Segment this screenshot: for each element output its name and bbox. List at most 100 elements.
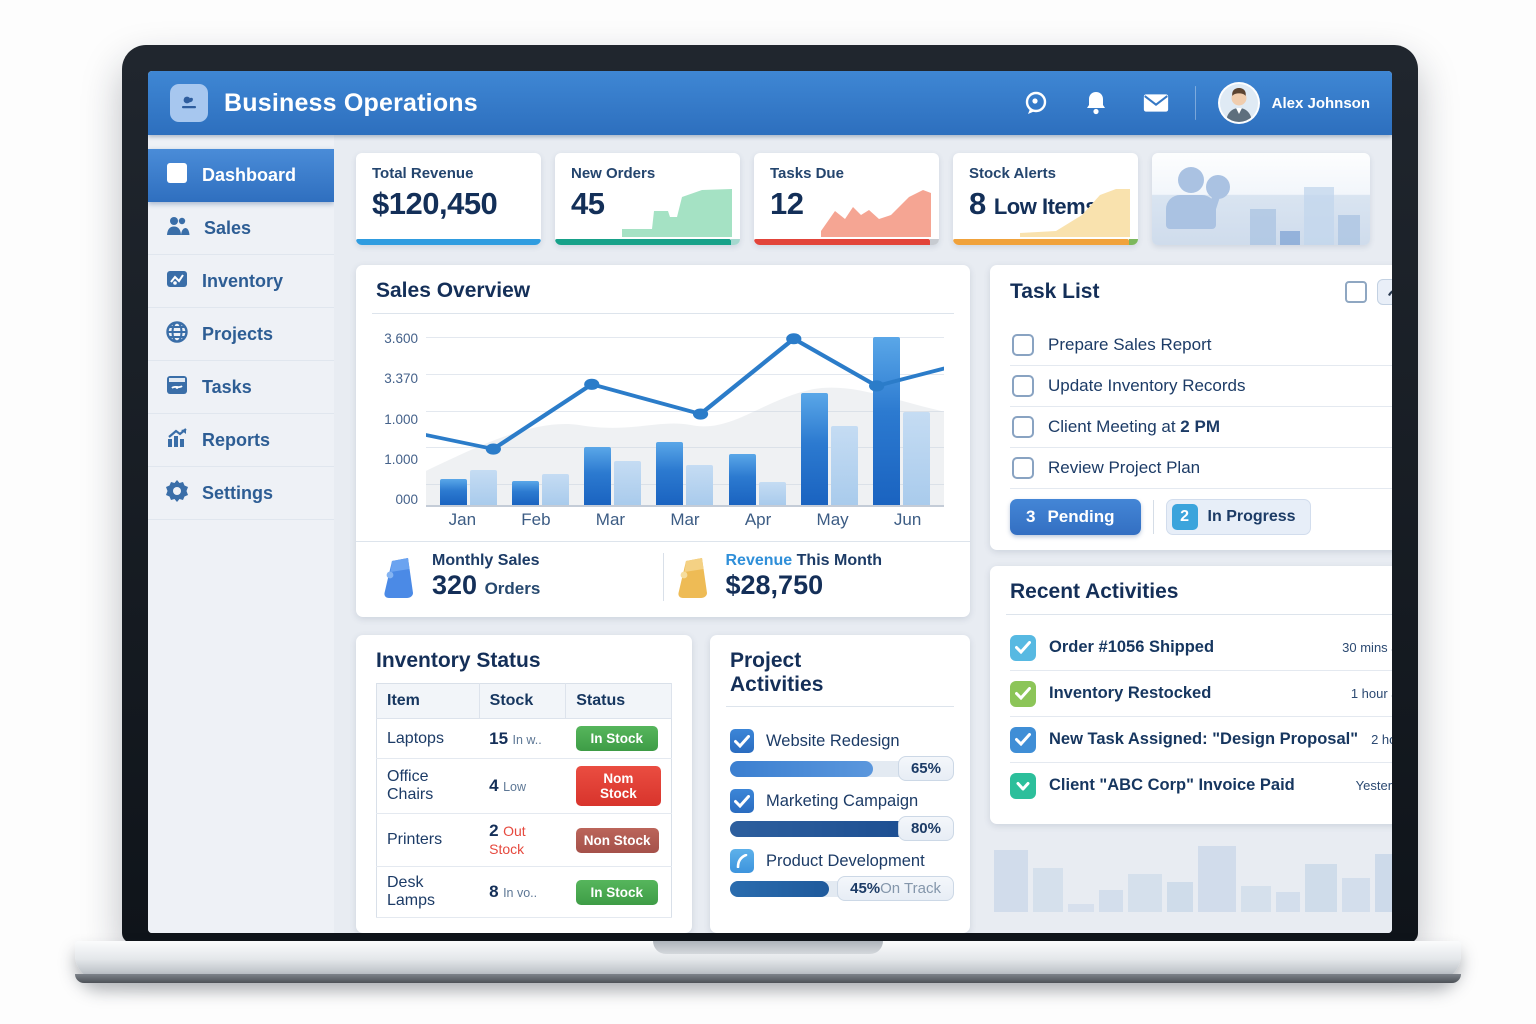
gridline [426, 484, 944, 485]
stat-card-total-revenue[interactable]: Total Revenue $120,450 [356, 153, 541, 245]
sidebar-item-label: Projects [202, 323, 274, 344]
sidebar-item-settings[interactable]: Settings [148, 467, 334, 520]
item-cell: Office Chairs [376, 758, 480, 814]
sidebar-item-label: Tasks [202, 376, 252, 397]
bar-light [469, 470, 497, 505]
y-tick-label: 1.000 [384, 451, 418, 467]
header-icons [1023, 90, 1169, 116]
screen: Business Operations Alex Johnson Dashbo [148, 71, 1392, 933]
pen-icon [1387, 290, 1392, 296]
activity-text: Client "ABC Corp" Invoice Paid [1049, 776, 1295, 794]
mail-icon[interactable] [1143, 90, 1169, 116]
table-row: Laptops 15 In w.. In Stock [376, 718, 672, 759]
chart-plot-area [426, 330, 944, 507]
select-all-checkbox[interactable] [1344, 281, 1367, 303]
x-tick-label-4: Apr [744, 510, 772, 529]
task-checkbox[interactable] [1012, 334, 1034, 356]
y-tick-label: 1.000 [384, 411, 418, 427]
project-activities-panel: Project Activities Website Redesign 65% Ma… [710, 635, 970, 933]
task-checkbox[interactable] [1012, 416, 1034, 438]
stat-label: New Orders [571, 165, 656, 182]
status-cell: In Stock [565, 718, 672, 759]
task-row: Prepare Sales Report [1010, 325, 1392, 366]
bell-icon[interactable] [1083, 90, 1109, 116]
sidebar-item-reports[interactable]: Reports [148, 414, 334, 467]
bar-group-jun-6 [873, 330, 931, 505]
stock-cell: 4 Low [479, 758, 566, 814]
sidebar-item-sales[interactable]: Sales [148, 202, 334, 255]
dashboard-icon [166, 162, 188, 189]
recent-activities-panel: Recent Activities Order #1056 Shipped 30 … [990, 566, 1392, 824]
stat-card-tasks-due[interactable]: Tasks Due 12 [754, 153, 939, 245]
task-checkbox[interactable] [1012, 457, 1034, 479]
chat-icon[interactable] [1023, 90, 1049, 116]
bar-group-apr-4 [728, 330, 786, 505]
avatar[interactable] [1217, 82, 1260, 124]
item-cell: Desk Lamps [376, 866, 480, 918]
page-title: Business Operations [224, 88, 478, 117]
sparkline-icon [1020, 189, 1130, 237]
sidebar-item-tasks[interactable]: Tasks [148, 361, 334, 414]
chevron-down-icon [1010, 772, 1036, 799]
x-tick-label-1: Feb [521, 510, 551, 529]
sidebar-item-label: Settings [202, 482, 274, 503]
check-icon[interactable] [730, 729, 754, 754]
sidebar-item-dashboard[interactable]: Dashboard [148, 149, 334, 202]
item-cell: Laptops [376, 718, 480, 759]
bar-group-feb-1 [511, 330, 569, 505]
stats-row: Total Revenue $120,450 New Orders 45 Tasks D… [356, 153, 1370, 245]
table-row: Office Chairs 4 Low Nom Stock [376, 758, 672, 814]
bar-group-jan-0 [439, 330, 497, 505]
reports-icon [166, 427, 188, 454]
stat-label: Tasks Due [770, 165, 844, 182]
bag-gold-icon [677, 557, 707, 598]
task-label: Client Meeting at 2 PM [1048, 417, 1220, 436]
bar-group-mar-3 [656, 330, 714, 505]
decorative-bars [1250, 187, 1360, 245]
check-icon[interactable] [730, 789, 754, 814]
task-row: Update Inventory Records [1010, 366, 1392, 407]
tasks-icon [166, 375, 188, 400]
recent-activities-title: Recent Activities [1010, 580, 1179, 603]
gridline [426, 447, 944, 449]
user-name: Alex Johnson [1271, 94, 1370, 112]
status-badge: Nom Stock [575, 766, 661, 806]
activity-text: Inventory Restocked [1049, 684, 1212, 702]
pending-button[interactable]: 3 Pending [1010, 499, 1141, 535]
in-progress-button[interactable]: 2 In Progress [1165, 499, 1311, 535]
gridline [426, 337, 944, 338]
settings-icon [166, 479, 188, 507]
stat-suffix: Low Items [993, 194, 1098, 219]
curve-icon[interactable] [730, 849, 754, 874]
task-label: Prepare Sales Report [1048, 335, 1212, 354]
app-logo [170, 84, 208, 122]
monthly-sales-value: 320 [432, 570, 478, 600]
add-task-button[interactable] [1376, 279, 1392, 305]
sales-overview-panel: Sales Overview 3.600 3.370 1.000 1.000 000 [356, 265, 970, 617]
stat-card-new-orders[interactable]: New Orders 45 [555, 153, 740, 245]
bar-dark [728, 454, 756, 505]
project-item: Product Development 45%On Track [730, 849, 954, 902]
sidebar-item-projects[interactable]: Projects [148, 308, 334, 361]
projects-icon [166, 320, 188, 348]
inventory-status-panel: Inventory Status Item Stock Status Laptops… [356, 635, 692, 933]
project-name: Website Redesign [766, 731, 900, 750]
sidebar-item-inventory[interactable]: Inventory [148, 255, 334, 308]
divider [372, 313, 954, 314]
sidebar-item-label: Sales [204, 217, 252, 238]
inventory-column-item: Item [376, 683, 480, 719]
bar-dark [873, 337, 901, 505]
logo-glyph-icon [182, 96, 196, 109]
stat-value: 12 [770, 186, 804, 221]
bar-light [686, 464, 714, 505]
task-checkbox[interactable] [1012, 375, 1034, 397]
gridline [426, 373, 944, 375]
monthly-sales-suffix: Orders [484, 579, 541, 598]
check-icon [1010, 680, 1036, 707]
sidebar-item-label: Dashboard [202, 165, 297, 185]
stat-card-stock-alerts[interactable]: Stock Alerts 8 Low Items [953, 153, 1138, 245]
bar-light [903, 412, 931, 505]
bar-light [831, 426, 859, 505]
task-list-panel: Task List Prepare Sales Report Update Inv… [990, 265, 1392, 550]
item-cell: Printers [376, 813, 480, 867]
